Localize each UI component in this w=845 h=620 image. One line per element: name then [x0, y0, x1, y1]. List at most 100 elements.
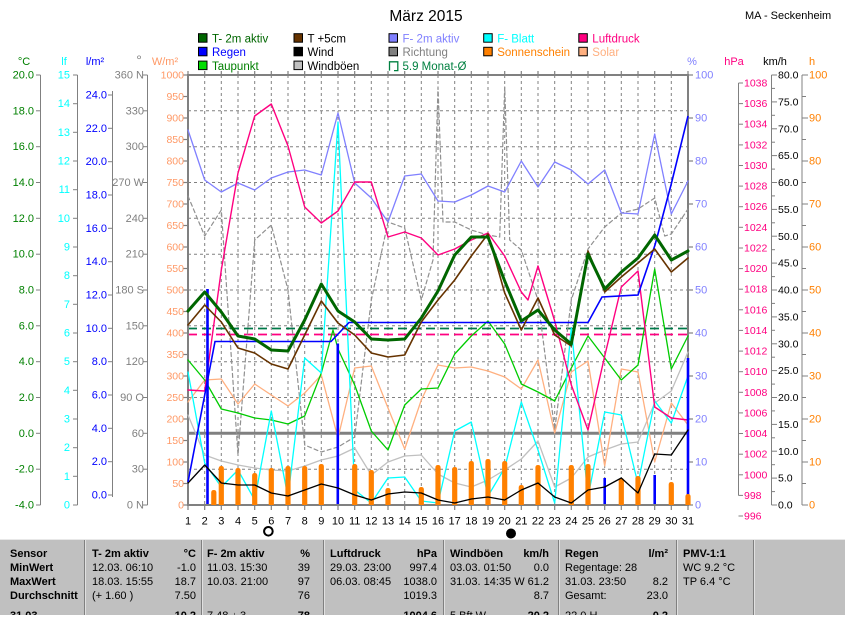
svg-text:30: 30 — [665, 516, 677, 528]
svg-text:1020: 1020 — [744, 263, 768, 275]
svg-text:12.0: 12.0 — [13, 213, 34, 225]
svg-text:20: 20 — [499, 516, 511, 528]
svg-text:30: 30 — [132, 464, 144, 476]
svg-text:300: 300 — [126, 141, 144, 153]
svg-text:Durchschnitt: Durchschnitt — [10, 590, 78, 602]
svg-text:1012: 1012 — [744, 346, 768, 358]
svg-text:90: 90 — [809, 113, 821, 125]
svg-text:20: 20 — [695, 414, 707, 426]
svg-text:F- 2m aktiv: F- 2m aktiv — [403, 33, 460, 45]
svg-text:70: 70 — [695, 199, 707, 211]
svg-text:18: 18 — [465, 516, 477, 528]
svg-text:20: 20 — [809, 414, 821, 426]
svg-text:8: 8 — [302, 516, 308, 528]
svg-text:Regen: Regen — [565, 548, 599, 560]
svg-text:60.0: 60.0 — [778, 177, 799, 189]
svg-text:31: 31 — [682, 516, 694, 528]
svg-text:F- 2m aktiv: F- 2m aktiv — [207, 548, 265, 560]
svg-text:39: 39 — [298, 562, 310, 574]
svg-text:7: 7 — [64, 299, 70, 311]
svg-text:1: 1 — [64, 471, 70, 483]
svg-text:März 2015: März 2015 — [389, 8, 462, 25]
svg-text:°C: °C — [18, 56, 30, 68]
svg-text:100: 100 — [695, 70, 713, 82]
svg-text:MaxWert: MaxWert — [10, 576, 56, 588]
svg-text:-4.0: -4.0 — [15, 499, 34, 511]
svg-text:2.0: 2.0 — [19, 392, 34, 404]
svg-text:5: 5 — [252, 516, 258, 528]
svg-text:03.03. 01:50: 03.03. 01:50 — [450, 562, 511, 574]
svg-text:29.03. 23:00: 29.03. 23:00 — [330, 562, 391, 574]
svg-text:450: 450 — [166, 306, 184, 318]
svg-text:l/m²: l/m² — [648, 548, 668, 560]
svg-text:8.0: 8.0 — [19, 284, 34, 296]
svg-text:1028: 1028 — [744, 181, 768, 193]
svg-text:hPa: hPa — [724, 56, 744, 68]
svg-text:14: 14 — [58, 98, 70, 110]
svg-text:45.0: 45.0 — [778, 258, 799, 270]
svg-text:76: 76 — [298, 590, 310, 602]
svg-text:24.0: 24.0 — [86, 90, 107, 102]
svg-text:31.03. 14:35 W: 31.03. 14:35 W — [450, 576, 525, 588]
svg-text:T- 2m aktiv: T- 2m aktiv — [212, 33, 268, 45]
svg-text:360 N: 360 N — [115, 70, 144, 82]
svg-text:61.2: 61.2 — [528, 576, 549, 588]
svg-text:22.0 H: 22.0 H — [565, 610, 597, 615]
svg-text:0: 0 — [695, 500, 701, 512]
svg-text:0: 0 — [809, 500, 815, 512]
svg-text:997.4: 997.4 — [409, 562, 437, 574]
svg-text:21: 21 — [515, 516, 527, 528]
svg-text:12.03. 06:10: 12.03. 06:10 — [92, 562, 153, 574]
svg-text:%: % — [687, 56, 697, 68]
svg-text:20.0: 20.0 — [86, 156, 107, 168]
svg-text:80: 80 — [695, 156, 707, 168]
svg-text:330: 330 — [126, 105, 144, 117]
svg-text:26: 26 — [599, 516, 611, 528]
svg-text:Sonnenschein: Sonnenschein — [497, 47, 570, 59]
svg-text:WC 9.2 °C: WC 9.2 °C — [683, 562, 735, 574]
svg-text:8: 8 — [64, 270, 70, 282]
svg-text:Taupunkt: Taupunkt — [212, 61, 259, 73]
svg-text:1032: 1032 — [744, 139, 768, 151]
svg-text:T- 2m aktiv: T- 2m aktiv — [92, 548, 150, 560]
svg-text:80: 80 — [809, 156, 821, 168]
svg-text:km/h: km/h — [763, 56, 787, 68]
svg-text:1014: 1014 — [744, 325, 768, 337]
svg-text:2: 2 — [202, 516, 208, 528]
svg-text:40.0: 40.0 — [778, 285, 799, 297]
svg-text:12: 12 — [365, 516, 377, 528]
svg-text:20.2: 20.2 — [528, 610, 549, 615]
svg-text:0.2: 0.2 — [653, 610, 668, 615]
svg-text:1026: 1026 — [744, 201, 768, 213]
svg-text:9: 9 — [64, 242, 70, 254]
svg-text:hPa: hPa — [417, 548, 438, 560]
svg-text:14: 14 — [399, 516, 411, 528]
svg-text:55.0: 55.0 — [778, 204, 799, 216]
svg-text:350: 350 — [166, 349, 184, 361]
svg-text:6.0: 6.0 — [92, 389, 107, 401]
svg-text:TP 6.4 °C: TP 6.4 °C — [683, 576, 731, 588]
svg-text:90: 90 — [695, 113, 707, 125]
svg-text:650: 650 — [166, 220, 184, 232]
svg-text:17: 17 — [449, 516, 461, 528]
svg-text:1000: 1000 — [161, 70, 185, 82]
svg-text:1004: 1004 — [744, 428, 768, 440]
svg-text:F- Blatt: F- Blatt — [497, 33, 535, 45]
svg-text:°: ° — [136, 52, 142, 68]
svg-text:3: 3 — [64, 414, 70, 426]
svg-text:950: 950 — [166, 91, 184, 103]
svg-text:10: 10 — [695, 457, 707, 469]
svg-text:6: 6 — [268, 516, 274, 528]
svg-text:30.0: 30.0 — [778, 338, 799, 350]
svg-text:4: 4 — [64, 385, 70, 397]
svg-text:MA - Seckenheim: MA - Seckenheim — [745, 10, 831, 22]
svg-text:0 N: 0 N — [127, 499, 144, 511]
svg-text:16.0: 16.0 — [13, 141, 34, 153]
svg-text:T +5cm: T +5cm — [308, 33, 346, 45]
svg-text:50.0: 50.0 — [778, 231, 799, 243]
svg-text:6.0: 6.0 — [19, 320, 34, 332]
svg-text:250: 250 — [166, 392, 184, 404]
svg-text:8.7: 8.7 — [534, 590, 549, 602]
svg-text:14.0: 14.0 — [86, 256, 107, 268]
svg-text:28: 28 — [632, 516, 644, 528]
